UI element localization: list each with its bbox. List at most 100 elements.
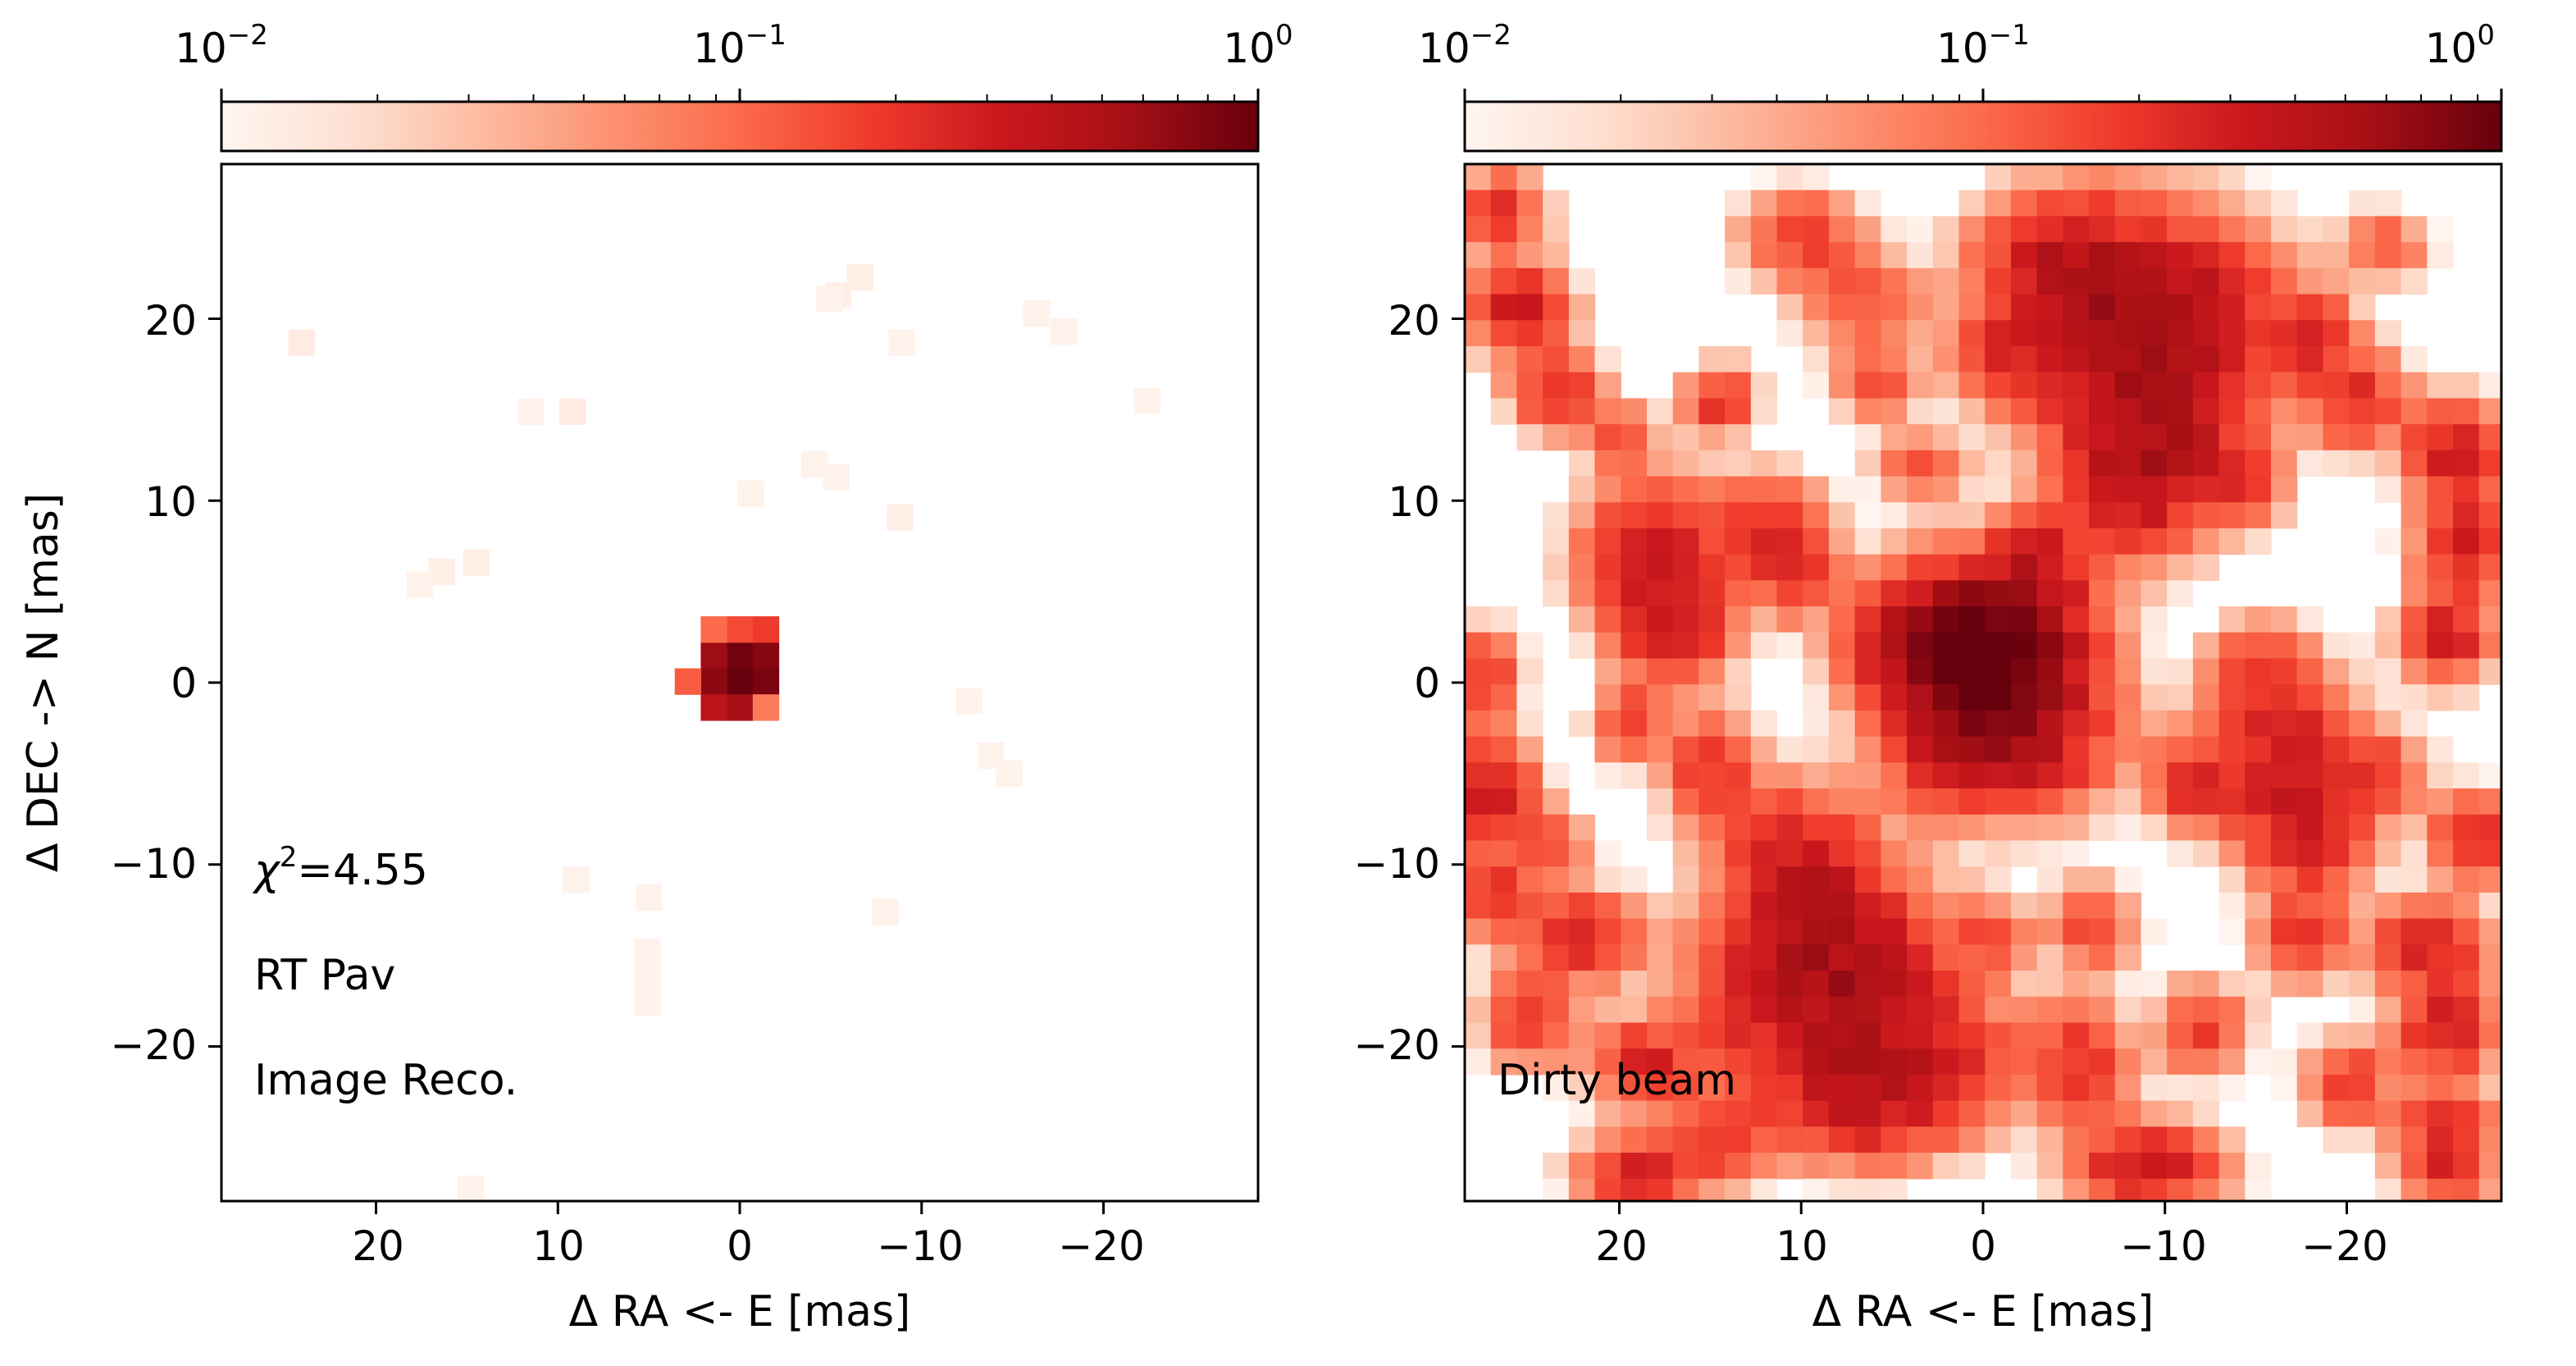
image-pixel bbox=[2245, 814, 2272, 842]
image-pixel bbox=[1672, 528, 1699, 555]
image-pixel bbox=[2167, 554, 2194, 581]
image-pixel bbox=[2453, 398, 2480, 425]
image-pixel bbox=[2271, 190, 2298, 217]
image-pixel bbox=[1750, 944, 1778, 971]
image-pixel bbox=[2427, 1100, 2454, 1127]
image-pixel bbox=[2089, 632, 2116, 660]
image-pixel bbox=[1672, 632, 1699, 660]
image-pixel bbox=[2063, 736, 2090, 763]
image-pixel bbox=[2323, 345, 2350, 373]
image-pixel bbox=[1646, 1178, 1674, 1201]
image-pixel bbox=[2192, 996, 2220, 1024]
image-pixel bbox=[1490, 762, 1518, 789]
image-pixel bbox=[1594, 554, 1621, 581]
image-pixel bbox=[2296, 345, 2324, 373]
image-pixel bbox=[2192, 971, 2220, 998]
image-pixel bbox=[2218, 345, 2245, 373]
image-pixel bbox=[1803, 632, 1830, 660]
image-pixel bbox=[2374, 320, 2402, 347]
image-pixel bbox=[2089, 684, 2116, 711]
image-pixel bbox=[1672, 1100, 1699, 1127]
image-pixel bbox=[1854, 450, 1881, 477]
image-pixel bbox=[1958, 632, 1986, 660]
image-pixel bbox=[2089, 398, 2116, 425]
image-pixel bbox=[1907, 1022, 1934, 1049]
image-pixel bbox=[2374, 1153, 2402, 1180]
image-pixel bbox=[559, 398, 586, 426]
image-pixel bbox=[2192, 267, 2220, 295]
image-pixel bbox=[2036, 1074, 2063, 1102]
image-pixel bbox=[1672, 476, 1699, 503]
image-pixel bbox=[1725, 1022, 1752, 1049]
image-pixel bbox=[2245, 788, 2272, 815]
image-pixel bbox=[1803, 840, 1830, 867]
image-pixel bbox=[700, 668, 727, 695]
image-pixel bbox=[1725, 242, 1752, 269]
image-pixel bbox=[1854, 294, 1881, 321]
image-pixel bbox=[2063, 372, 2090, 399]
image-pixel bbox=[2167, 1178, 2194, 1201]
image-pixel bbox=[1490, 1022, 1518, 1049]
image-pixel bbox=[2374, 1126, 2402, 1154]
image-pixel bbox=[1854, 424, 1881, 451]
image-pixel bbox=[2167, 242, 2194, 269]
image-pixel bbox=[2089, 164, 2116, 191]
image-pixel bbox=[1881, 918, 1908, 945]
image-pixel bbox=[1985, 1048, 2012, 1076]
image-pixel bbox=[2478, 424, 2501, 451]
image-pixel bbox=[2167, 164, 2194, 191]
image-pixel bbox=[2167, 814, 2194, 842]
image-pixel bbox=[1698, 424, 1726, 451]
image-pixel bbox=[1803, 1100, 1830, 1127]
image-pixel bbox=[2453, 632, 2480, 660]
image-pixel bbox=[2400, 996, 2428, 1024]
image-pixel bbox=[1646, 554, 1674, 581]
image-pixel bbox=[2218, 216, 2245, 243]
image-pixel bbox=[2323, 866, 2350, 893]
image-pixel bbox=[1672, 840, 1699, 867]
image-pixel bbox=[1543, 892, 1570, 920]
image-pixel bbox=[2141, 736, 2168, 763]
image-pixel bbox=[2063, 450, 2090, 477]
image-pixel bbox=[2296, 424, 2324, 451]
image-pixel bbox=[1881, 528, 1908, 555]
image-pixel bbox=[1854, 528, 1881, 555]
image-pixel bbox=[1725, 632, 1752, 660]
image-pixel bbox=[1621, 1178, 1648, 1201]
image-pixel bbox=[2400, 554, 2428, 581]
image-pixel bbox=[2089, 345, 2116, 373]
image-pixel bbox=[2478, 944, 2501, 971]
image-pixel bbox=[2141, 606, 2168, 633]
image-right bbox=[1465, 164, 2501, 1201]
image-pixel bbox=[1698, 345, 1726, 373]
image-pixel bbox=[1465, 242, 1492, 269]
image-pixel bbox=[1646, 658, 1674, 685]
image-pixel bbox=[2218, 658, 2245, 685]
image-pixel bbox=[2271, 372, 2298, 399]
image-pixel bbox=[1958, 788, 1986, 815]
image-pixel bbox=[1881, 320, 1908, 347]
image-pixel bbox=[1490, 164, 1518, 191]
image-pixel bbox=[2063, 866, 2090, 893]
image-pixel bbox=[1594, 996, 1621, 1024]
image-pixel bbox=[1854, 190, 1881, 217]
image-pixel bbox=[1958, 345, 1986, 373]
image-pixel bbox=[2010, 892, 2038, 920]
image-pixel bbox=[2010, 190, 2038, 217]
image-pixel bbox=[1932, 345, 1960, 373]
image-pixel bbox=[2218, 788, 2245, 815]
image-pixel bbox=[1958, 866, 1986, 893]
image-pixel bbox=[2114, 814, 2142, 842]
image-pixel bbox=[1828, 320, 1856, 347]
image-pixel bbox=[1854, 1126, 1881, 1154]
image-pixel bbox=[1803, 996, 1830, 1024]
image-pixel bbox=[1672, 372, 1699, 399]
image-pixel bbox=[2374, 892, 2402, 920]
image-pixel bbox=[2296, 971, 2324, 998]
image-pixel bbox=[457, 1175, 485, 1201]
image-pixel bbox=[2349, 398, 2376, 425]
image-pixel bbox=[1516, 684, 1543, 711]
image-pixel bbox=[2063, 996, 2090, 1024]
image-pixel bbox=[634, 989, 661, 1017]
image-pixel bbox=[1803, 294, 1830, 321]
